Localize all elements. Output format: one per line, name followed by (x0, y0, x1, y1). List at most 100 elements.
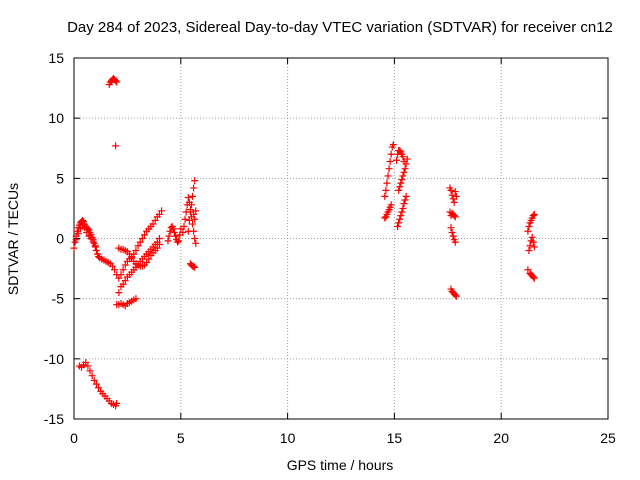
data-point-arc-b (76, 225, 84, 233)
data-point-arc-m (387, 201, 395, 209)
y-tick-label: -10 (44, 351, 64, 367)
data-point-arc-d (153, 244, 161, 252)
data-point-arc-l (190, 262, 198, 270)
data-point-arc-n (382, 186, 390, 194)
data-point-arc-v (529, 212, 537, 220)
data-point-arc-j (180, 222, 188, 230)
data-point-arc-f (90, 376, 98, 384)
data-point-arc-o (396, 215, 404, 223)
data-point-arc-f (84, 362, 92, 370)
data-point-arc-a (136, 238, 144, 246)
data-point-arc-a (134, 242, 142, 250)
data-point-arc-c (115, 289, 123, 297)
data-point-arc-w (525, 247, 533, 255)
data-point-arc-v (525, 222, 533, 230)
y-tick-label: 15 (48, 50, 64, 66)
data-point-arc-t (447, 224, 455, 232)
data-point-arc-j (181, 215, 189, 223)
x-tick-label: 15 (387, 430, 403, 446)
data-point-arc-p (399, 172, 407, 180)
data-point-arc-j (192, 239, 200, 247)
data-point-arc-r (450, 198, 458, 206)
data-point-arc-p (396, 183, 404, 191)
data-point-arc-j (191, 235, 199, 242)
data-points (70, 74, 538, 410)
chart-title: Day 284 of 2023, Sidereal Day-to-day VTE… (67, 19, 613, 36)
data-point-arc-f (82, 358, 90, 366)
data-point-arc-d (145, 255, 153, 263)
data-point-arc-x (530, 274, 538, 282)
data-point-arc-k (191, 215, 199, 223)
data-point-arc-a (132, 247, 140, 255)
data-point-arc-a (84, 225, 92, 233)
data-point-arc-i (170, 228, 178, 236)
data-point-arc-k (191, 177, 199, 185)
data-point-arc-e (132, 295, 140, 303)
data-point-arc-i (164, 237, 172, 245)
x-axis-label: GPS time / hours (287, 457, 394, 473)
data-point-arc-a (108, 262, 116, 270)
data-point-arc-f (113, 399, 121, 407)
data-point-arc-b (87, 235, 95, 242)
data-point-arc-o (394, 222, 402, 230)
data-point-arc-a (138, 235, 146, 242)
data-point-arc-a (155, 210, 163, 218)
data-point-arc-b (81, 224, 89, 232)
y-tick-label: -5 (52, 291, 65, 307)
data-point-arc-r (448, 191, 456, 199)
data-point-arc-o (401, 196, 409, 204)
data-point-arc-b (72, 236, 80, 244)
data-point-arc-q (396, 147, 404, 155)
data-point-arc-k (190, 184, 198, 192)
x-tick-label: 5 (177, 430, 185, 446)
data-point-arc-o (395, 219, 403, 227)
data-point-arc-n (385, 165, 393, 173)
data-point-arc-f (92, 380, 100, 388)
y-tick-label: 0 (56, 231, 64, 247)
data-point-arc-o (402, 192, 410, 200)
data-point-arc-a (140, 231, 148, 239)
y-tick-label: -15 (44, 411, 64, 427)
data-point-arc-a (115, 274, 123, 282)
x-tick-label: 25 (600, 430, 616, 446)
y-axis-label: SDTVAR / TECUs (5, 183, 21, 295)
axis-ticks: 0 5 10 15 20 25 -15 -10 -5 0 5 10 15 (44, 50, 616, 446)
data-point-arc-c (121, 277, 129, 285)
data-point-arc-c (119, 280, 127, 288)
data-point-arc-n (384, 172, 392, 180)
data-point-arc-p (397, 179, 405, 187)
data-point-arc-f (86, 367, 94, 375)
data-point-arc-b (89, 238, 97, 246)
data-point-arc-v (524, 227, 532, 235)
x-tick-label: 10 (280, 430, 296, 446)
data-point-arc-g (112, 77, 120, 85)
data-point-arc-k (184, 227, 192, 235)
data-point-arc-q (400, 157, 408, 165)
data-point-arc-o (397, 212, 405, 220)
data-point-arc-p (400, 168, 408, 176)
data-point-arc-u (451, 291, 459, 299)
data-point-arc-k (192, 207, 200, 215)
data-point-arc-s (450, 212, 458, 220)
data-point-point-h (112, 142, 120, 150)
data-point-arc-a (119, 266, 127, 274)
data-point-arc-k (189, 192, 197, 200)
data-point-arc-i (175, 237, 183, 245)
data-point-arc-s (451, 213, 459, 221)
data-point-arc-n (383, 179, 391, 187)
data-point-arc-b (83, 228, 91, 236)
data-point-arc-i (169, 225, 177, 233)
data-point-arc-i (165, 232, 173, 240)
data-point-arc-d (126, 250, 134, 258)
data-point-arc-j (179, 228, 187, 236)
data-point-arc-t (449, 232, 457, 240)
data-point-arc-w (530, 243, 538, 251)
data-point-arc-d (155, 241, 163, 249)
y-tick-label: 5 (56, 170, 64, 186)
data-point-arc-g (113, 78, 121, 86)
data-point-arc-o (398, 208, 406, 216)
data-point-arc-w (526, 242, 534, 250)
data-point-arc-k (185, 216, 193, 224)
data-point-arc-b (74, 230, 82, 238)
data-point-arc-o (399, 204, 407, 212)
